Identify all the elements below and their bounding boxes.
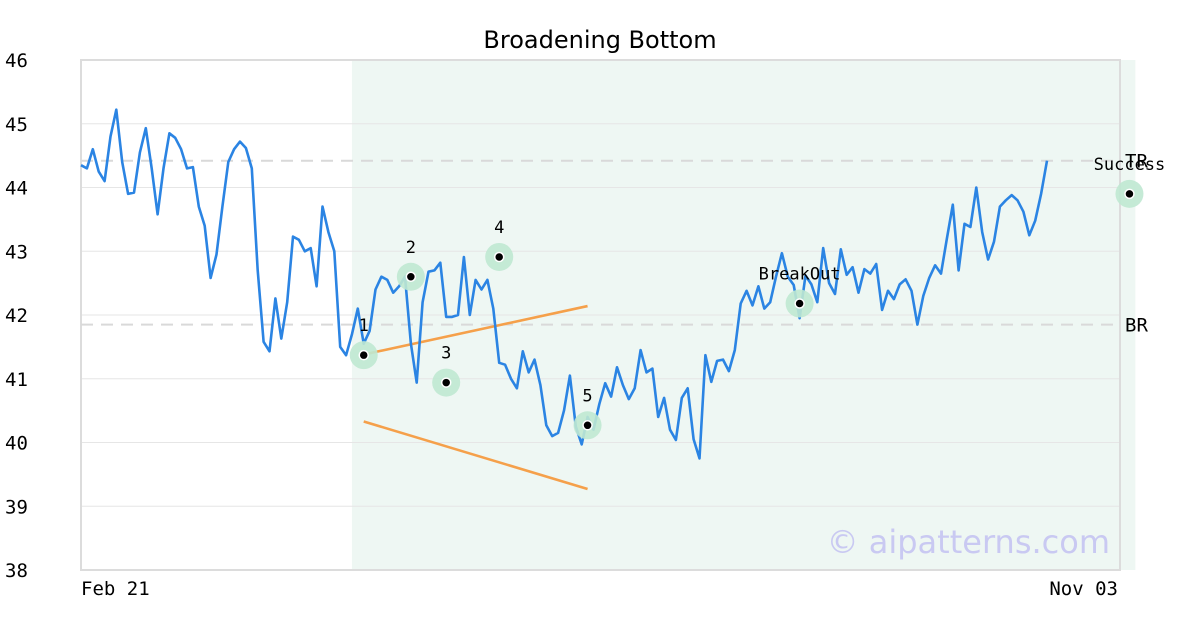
y-tick-label: 46 xyxy=(5,50,28,72)
pattern-markers: 1 2 3 4 5 BreakOut Success xyxy=(349,155,1166,440)
marker-dot xyxy=(794,298,805,309)
marker-dot xyxy=(440,377,452,388)
y-tick-label: 42 xyxy=(5,305,28,327)
marker-dot xyxy=(358,349,369,361)
y-axis-ticks: 38 39 40 41 42 43 44 45 46 xyxy=(5,50,28,582)
marker-label: BreakOut xyxy=(759,265,841,285)
reference-lines: TR BR xyxy=(81,151,1148,337)
marker-label: 3 xyxy=(441,344,451,364)
x-tick-label: Feb 21 xyxy=(81,578,150,600)
marker-dot xyxy=(582,420,593,431)
reference-label-br: BR xyxy=(1125,315,1148,337)
y-tick-label: 44 xyxy=(5,178,28,200)
y-tick-label: 40 xyxy=(5,433,28,455)
chart-title: Broadening Bottom xyxy=(483,26,716,54)
trend-lines xyxy=(363,304,588,491)
y-tick-label: 38 xyxy=(5,560,28,582)
reference-label-tr: TR xyxy=(1125,151,1148,173)
watermark: © aipatterns.com xyxy=(827,523,1110,561)
trend-line xyxy=(363,304,588,356)
marker-label: 2 xyxy=(406,238,416,258)
marker-label: 1 xyxy=(359,316,369,336)
y-tick-label: 45 xyxy=(5,114,28,136)
marker-label: 5 xyxy=(582,386,592,406)
x-axis-ticks: Feb 21 Nov 03 xyxy=(81,578,1118,600)
plot-frame xyxy=(80,59,1121,571)
marker-dot xyxy=(405,271,417,282)
x-tick-label: Nov 03 xyxy=(1049,578,1118,600)
marker-dot xyxy=(493,251,505,263)
y-tick-label: 41 xyxy=(5,369,28,391)
marker-label: Success xyxy=(1094,155,1166,175)
price-series-line xyxy=(80,108,1049,460)
y-tick-label: 39 xyxy=(5,496,28,518)
marker-dot xyxy=(1124,188,1135,200)
marker-label: 4 xyxy=(494,218,504,238)
trend-line xyxy=(363,420,588,491)
y-tick-label: 43 xyxy=(5,241,28,263)
